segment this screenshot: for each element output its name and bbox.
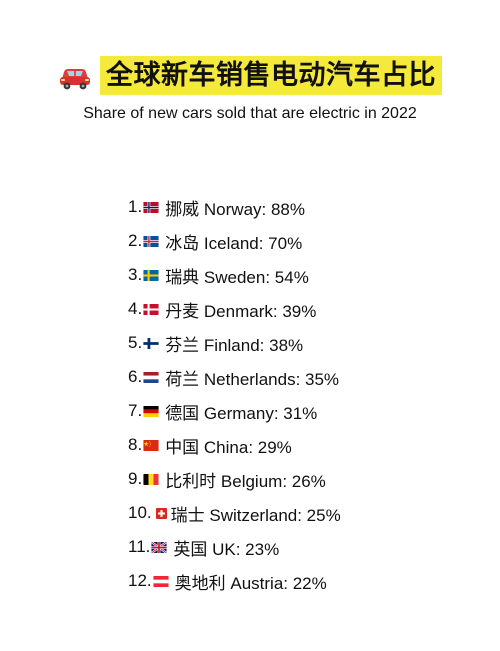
- entry-text: 奥地利 Austria: 22%: [174, 573, 327, 593]
- list-item: 8. 中国 China: 29%: [128, 428, 341, 462]
- denmark-flag-icon: [143, 303, 159, 315]
- rank-number: 7.: [128, 401, 143, 420]
- entry-text: 中国 China: 29%: [165, 437, 292, 457]
- rank-number: 1.: [128, 197, 143, 216]
- list-item: 6. 荷兰 Netherlands: 35%: [128, 360, 341, 394]
- entry-text: 挪威 Norway: 88%: [165, 199, 306, 219]
- entry-text: 德国 Germany: 31%: [165, 403, 318, 423]
- rank-number: 8.: [128, 435, 143, 454]
- red-car-icon: [58, 61, 92, 91]
- list-item: 11. 英国 UK: 23%: [128, 530, 341, 564]
- entry-text: 荷兰 Netherlands: 35%: [165, 369, 340, 389]
- list-item: 12. 奥地利 Austria: 22%: [128, 564, 341, 598]
- china-flag-icon: [143, 439, 159, 451]
- norway-flag-icon: [143, 201, 159, 213]
- entry-text: 丹麦 Denmark: 39%: [165, 301, 317, 321]
- rank-number: 11.: [128, 537, 151, 556]
- list-item: 9. 比利时 Belgium: 26%: [128, 462, 341, 496]
- title-row: 全球新车销售电动汽车占比: [0, 56, 500, 96]
- entry-text: 瑞典 Sweden: 54%: [165, 267, 309, 287]
- sweden-flag-icon: [143, 269, 159, 281]
- subtitle: Share of new cars sold that are electric…: [83, 105, 417, 122]
- list-item: 10. 瑞士 Switzerland: 25%: [128, 496, 341, 530]
- entry-text: 英国 UK: 23%: [173, 539, 280, 559]
- list-item: 1. 挪威 Norway: 88%: [128, 190, 341, 224]
- finland-flag-icon: [143, 337, 159, 349]
- switzerland-flag-icon: [155, 507, 167, 519]
- page-title: 全球新车销售电动汽车占比: [100, 56, 442, 96]
- ranking-list: 1. 挪威 Norway: 88% 2. 冰岛 Iceland: 70% 3. …: [128, 190, 341, 598]
- entry-text: 冰岛 Iceland: 70%: [165, 233, 303, 253]
- rank-number: 5.: [128, 333, 143, 352]
- rank-number: 9.: [128, 469, 143, 488]
- list-item: 7. 德国 Germany: 31%: [128, 394, 341, 428]
- germany-flag-icon: [143, 405, 159, 417]
- austria-flag-icon: [153, 575, 169, 587]
- iceland-flag-icon: [143, 235, 159, 247]
- list-item: 4. 丹麦 Denmark: 39%: [128, 292, 341, 326]
- uk-flag-icon: [151, 541, 168, 553]
- list-item: 5. 芬兰 Finland: 38%: [128, 326, 341, 360]
- entry-text: 芬兰 Finland: 38%: [165, 335, 304, 355]
- list-item: 2. 冰岛 Iceland: 70%: [128, 224, 341, 258]
- belgium-flag-icon: [143, 473, 159, 485]
- rank-number: 12.: [128, 571, 152, 590]
- entry-text: 瑞士 Switzerland: 25%: [170, 505, 341, 525]
- rank-number: 2.: [128, 231, 143, 250]
- netherlands-flag-icon: [143, 371, 159, 383]
- rank-number: 6.: [128, 367, 143, 386]
- rank-number: 10.: [128, 503, 152, 522]
- list-item: 3. 瑞典 Sweden: 54%: [128, 258, 341, 292]
- entry-text: 比利时 Belgium: 26%: [165, 471, 326, 491]
- rank-number: 4.: [128, 299, 143, 318]
- rank-number: 3.: [128, 265, 143, 284]
